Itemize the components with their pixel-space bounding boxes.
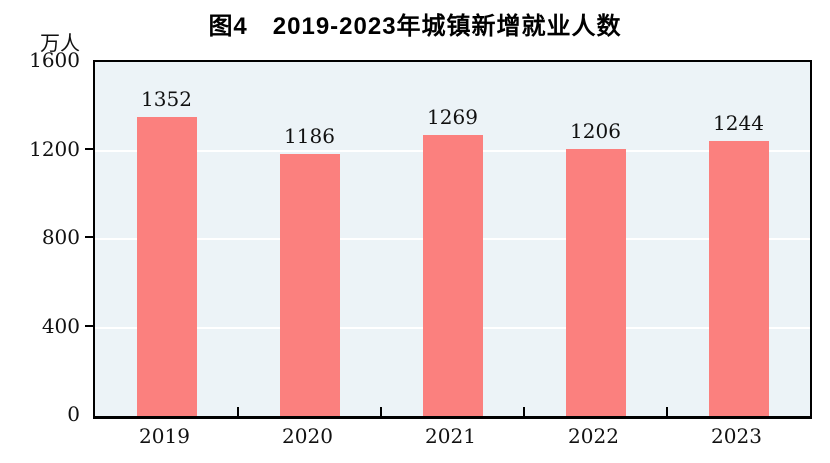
- bar-2023: [708, 140, 769, 416]
- plot-area: 1352 1186 1269 1206 1244: [93, 60, 812, 419]
- bar-2020: [279, 153, 340, 416]
- x-axis-label-2021: 2021: [425, 424, 476, 448]
- y-axis-label-800: 800: [41, 225, 80, 249]
- y-axis-tick-800: [85, 236, 93, 238]
- bar-2019: [136, 116, 197, 416]
- x-axis-tick-2: [380, 407, 382, 416]
- bar-2022: [565, 149, 626, 416]
- x-axis-tick-1: [237, 407, 239, 416]
- x-axis-label-2020: 2020: [282, 424, 333, 448]
- bar-value-label-2020: 1186: [284, 123, 335, 148]
- y-axis-label-1200: 1200: [29, 136, 80, 161]
- x-axis-tick-4: [666, 407, 668, 416]
- bar-value-label-2023: 1244: [713, 110, 764, 135]
- y-axis-unit-label: 万人: [40, 31, 80, 55]
- x-axis-tick-3: [523, 407, 525, 416]
- x-axis-label-2022: 2022: [568, 424, 619, 448]
- bar-value-label-2022: 1206: [570, 119, 621, 144]
- y-axis-label-1600: 1600: [29, 48, 80, 72]
- y-axis-tick-1200: [85, 147, 93, 150]
- bar-value-label-2021: 1269: [427, 105, 478, 130]
- x-axis-label-2019: 2019: [139, 424, 190, 448]
- x-axis-label-2023: 2023: [711, 424, 762, 448]
- bar-value-label-2019: 1352: [141, 86, 192, 111]
- y-axis-label-0: 0: [67, 402, 80, 426]
- chart-title: 图4 2019-2023年城镇新增就业人数: [208, 13, 622, 40]
- bar-2021: [422, 135, 483, 416]
- y-axis-tick-400: [85, 324, 93, 327]
- y-axis-label-400: 400: [41, 313, 80, 338]
